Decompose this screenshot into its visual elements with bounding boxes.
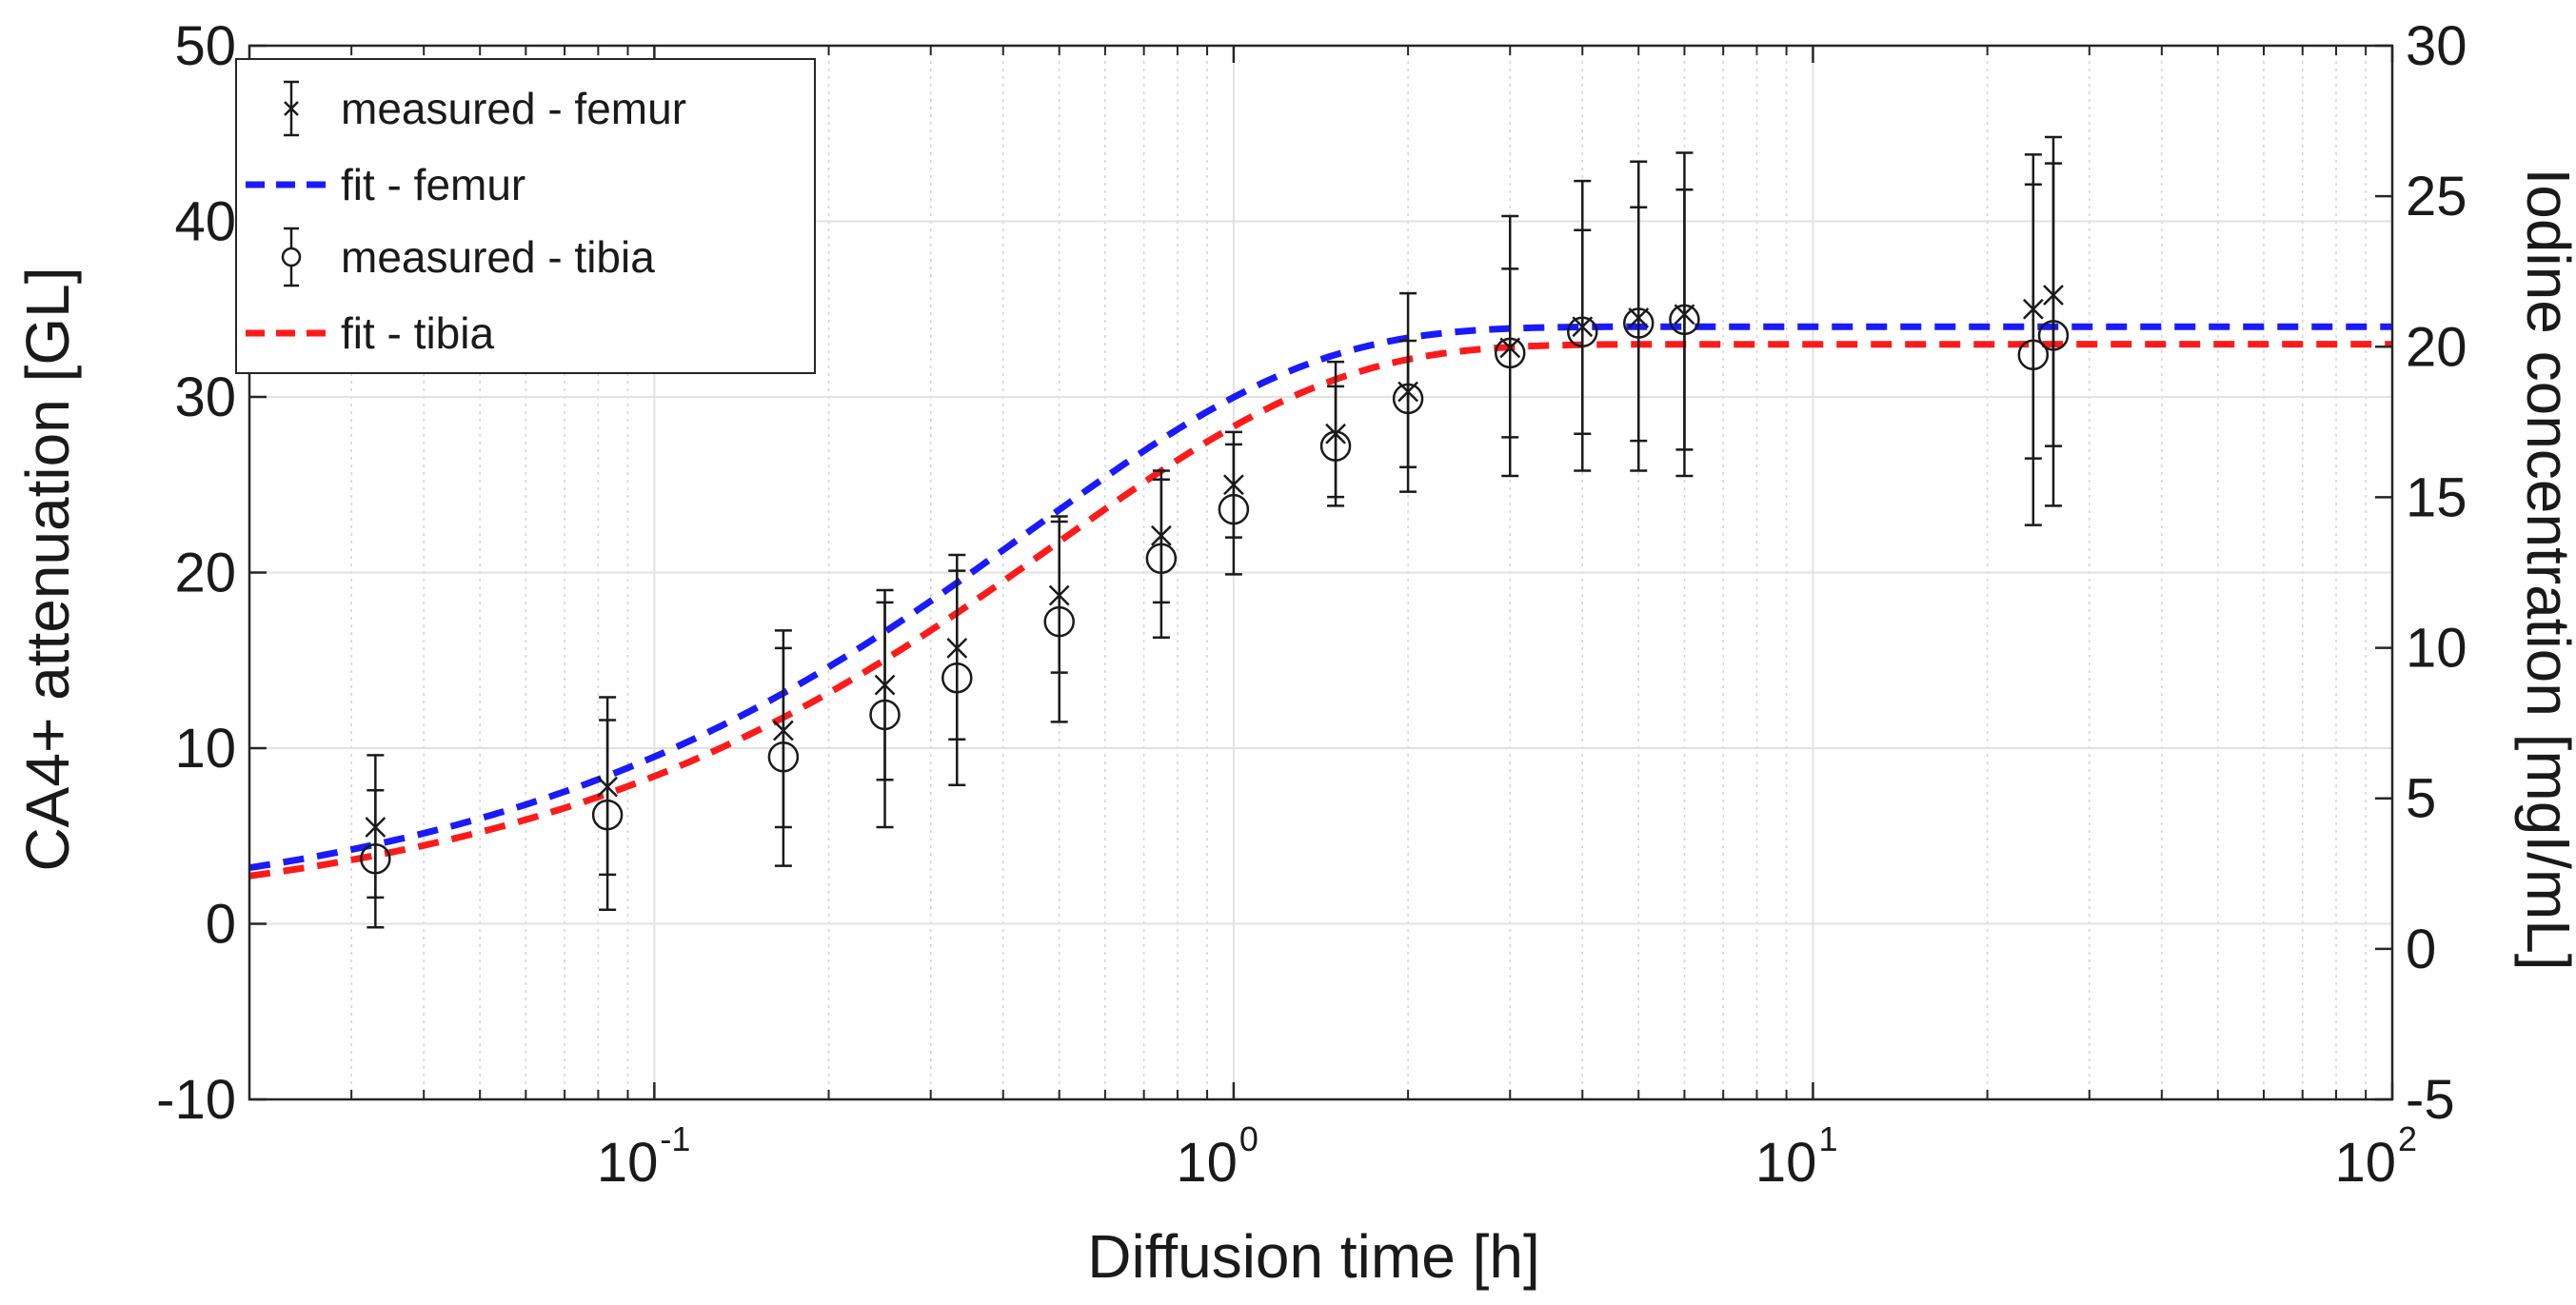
data-point-tibia (1495, 267, 1526, 439)
y2-tick-label: 10 (2406, 618, 2467, 680)
data-point-tibia (1218, 443, 1250, 576)
legend-label: measured - femur (341, 84, 686, 133)
legend-box (235, 58, 816, 374)
data-points (360, 135, 2070, 929)
legend-marker-circle (281, 227, 302, 287)
x-tick-label: 10 -1 (597, 1119, 691, 1194)
data-point-tibia (1043, 520, 1075, 723)
y2-axis-title: Iodine concentration [mgI/mL] (2514, 168, 2576, 970)
legend-item-fit-femur: fit - femur (246, 160, 525, 209)
legend-item-fit-tibia: fit - tibia (246, 308, 494, 358)
y2-tick-label: 20 (2406, 316, 2467, 378)
x-tick-label: 10 2 (2334, 1119, 2417, 1194)
circle-marker (360, 842, 391, 875)
x-tick-label-exponent: 1 (1818, 1119, 1837, 1158)
data-point-tibia (767, 646, 800, 867)
data-point-tibia (2037, 162, 2070, 507)
data-point-tibia (1145, 478, 1178, 640)
data-point-tibia (2017, 183, 2050, 526)
fit-curve-fit-femur (248, 323, 2392, 872)
legend: measured - femur fit - femur measured - … (235, 58, 816, 374)
circle-marker (1567, 316, 1598, 347)
y2-tick-label: 25 (2406, 166, 2467, 227)
legend-item-measured-femur: measured - femur (284, 80, 686, 137)
circle-marker (941, 662, 973, 694)
data-point-tibia (1567, 228, 1598, 435)
x-tick-label-base: 10 (597, 1132, 659, 1194)
y-tick-label: 20 (174, 543, 236, 604)
x-tick-label-base: 10 (1176, 1132, 1238, 1194)
x-tick-label-exponent: 2 (2398, 1119, 2417, 1158)
circle-marker (2037, 320, 2070, 351)
circle-marker (767, 741, 800, 773)
fit-curve-fit-tibia (248, 341, 2392, 880)
circle-marker (1623, 307, 1655, 339)
circle-marker (1218, 493, 1250, 525)
data-point-tibia (869, 601, 901, 829)
x-axis-title: Diffusion time [h] (1087, 1222, 1539, 1291)
data-point-tibia (360, 789, 391, 929)
y-tick-label: -10 (156, 1069, 236, 1131)
circle-marker (1043, 605, 1075, 638)
y2-tick-label: 0 (2406, 919, 2436, 980)
data-point-tibia (1623, 206, 1655, 443)
circle-marker (1392, 383, 1424, 415)
x-tick-label-base: 10 (1755, 1132, 1817, 1194)
circle-marker (2017, 339, 2050, 370)
circle-marker (1319, 430, 1352, 462)
circle-marker (869, 699, 901, 731)
y-tick-label: 40 (174, 191, 236, 253)
legend-label: measured - tibia (341, 232, 655, 282)
y-tick-label: 50 (174, 15, 236, 77)
x-tick-label-exponent: 0 (1239, 1119, 1258, 1158)
data-point-tibia (941, 569, 973, 786)
circle-marker (1495, 337, 1526, 369)
legend-label: fit - tibia (341, 308, 494, 358)
y2-tick-label: 5 (2406, 768, 2436, 830)
x-tick-label-base: 10 (2334, 1132, 2396, 1194)
circle-marker (1669, 304, 1700, 336)
data-point-tibia (1669, 188, 1700, 451)
y2-tick-label: 30 (2406, 15, 2467, 77)
data-point-tibia (1319, 385, 1352, 507)
data-point-tibia (591, 719, 624, 911)
legend-item-measured-tibia: measured - tibia (281, 227, 655, 287)
y2-tick-label: 15 (2406, 466, 2467, 528)
x-tick-label: 10 1 (1755, 1119, 1838, 1194)
x-tick-label-exponent: -1 (660, 1119, 690, 1158)
legend-marker-x (284, 80, 299, 137)
fit-curves (248, 323, 2392, 880)
y-tick-label: 10 (174, 718, 236, 780)
circle-marker (591, 799, 624, 831)
circle-marker (1145, 543, 1178, 574)
y-tick-label: 0 (206, 894, 236, 956)
x-tick-label: 10 0 (1176, 1119, 1258, 1194)
data-point-tibia (1392, 339, 1424, 493)
legend-label: fit - femur (341, 160, 525, 209)
y2-tick-label: -5 (2406, 1069, 2455, 1131)
y-tick-label: 30 (174, 366, 236, 428)
y-axis-title: CA4+ attenuation [GL] (13, 267, 82, 871)
